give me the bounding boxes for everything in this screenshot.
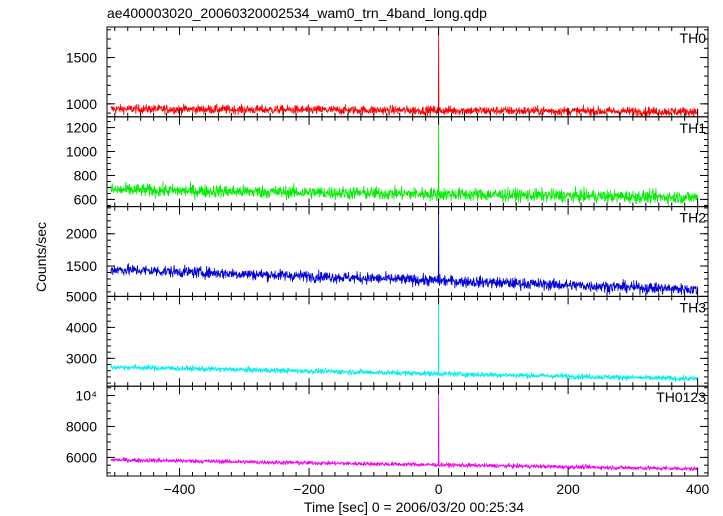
y-tick-label: 1200 [66,120,97,136]
panel-label-th1: TH1 [680,120,707,136]
y-tick-label: 800 [74,167,98,183]
x-tick-label: −200 [293,481,325,497]
y-tick-label: 2000 [66,226,97,242]
series-line-th3 [110,296,698,382]
x-tick-label: 0 [435,481,443,497]
x-tick-label: −400 [164,481,196,497]
y-tick-label: 4000 [66,319,97,335]
panel-label-th0123: TH0123 [656,389,706,405]
y-tick-label: 8000 [66,418,97,434]
panel-label-th3: TH3 [680,299,707,315]
panel-frame-th0 [106,26,709,118]
series-line-th2 [110,206,698,296]
y-tick-label: 10⁴ [75,387,97,403]
series-line-th1 [110,116,698,206]
y-tick-label: 6000 [66,449,97,465]
x-tick-label: 200 [556,481,580,497]
panel-frame-th0123 [106,385,709,477]
y-tick-label: 1500 [66,50,97,66]
y-tick-label: 600 [74,191,98,207]
x-axis-label: Time [sec] 0 = 2006/03/20 00:25:34 [304,499,524,515]
x-tick-label: 400 [686,481,710,497]
y-tick-label: 1500 [66,258,97,274]
panel-label-th2: TH2 [680,210,707,226]
y-axis-label: Counts/sec [33,222,49,292]
y-tick-label: 3000 [66,350,97,366]
y-tick-label: 1000 [66,96,97,112]
series-line-th0123 [110,386,698,472]
y-tick-label: 5000 [66,288,97,304]
panel-frame-th2 [106,206,709,297]
chart-title: ae400003020_20060320002534_wam0_trn_4ban… [107,5,487,21]
panel-label-th0: TH0 [680,30,707,46]
series-line-th0 [110,26,698,118]
y-tick-label: 1000 [66,144,97,160]
